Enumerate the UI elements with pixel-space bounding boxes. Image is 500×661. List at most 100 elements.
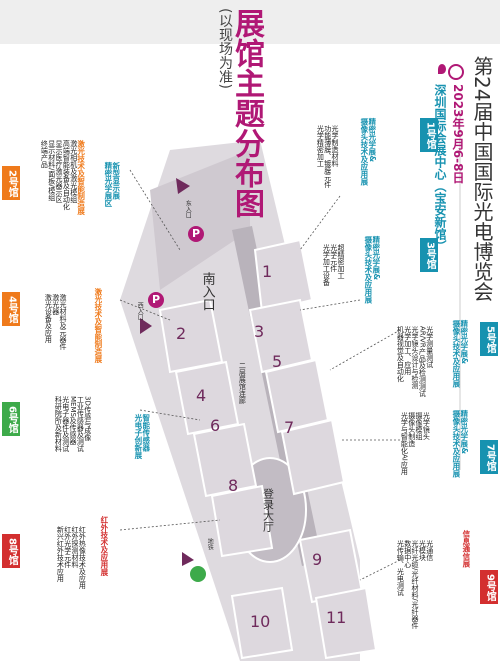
arrow-icon [182,552,194,566]
hall-8-item: 红外热像技术及应用 [78,526,87,589]
hall-tag-8[interactable]: 8号馆 [2,534,20,568]
hall-7-item: 摄像头制造 [407,412,416,447]
hall-6-theme-line2: 光电子创新展 [133,414,143,459]
hall-7-item: 光学与智能化AI应用 [400,412,409,475]
event-title: 第24届中国国际光电博览会 [470,56,494,302]
hall-5-item: 机器视觉及自动化 [396,326,405,382]
hall-5-theme-line1: 精密光学展& [459,320,469,365]
hall-1-item: 光学制造材料 [331,125,340,167]
hall-tag-3[interactable]: 3号馆 [420,238,438,272]
clock-icon [448,64,464,80]
hall-4-item: 激光设备及应用 [44,294,53,343]
hall-4-item: 激光器 [51,294,60,315]
hall-6-items: 3D传感与成像 工业传感器及测试 MEMS及传感器 光电子器件及测试 科研院所及… [54,396,91,452]
hall-1-theme-line1: 精密光学展& [367,118,377,163]
hall-tag-2[interactable]: 2号馆 [2,166,20,200]
hall-number-4[interactable]: 4 [196,386,207,405]
hall-tag-5[interactable]: 5号馆 [480,322,498,356]
entrance-wing [150,150,250,290]
event-venue: 深圳国际会展中心（宝安新馆） [433,84,447,252]
leader-line [299,195,341,251]
hall-tag-4[interactable]: 4号馆 [2,292,20,326]
hall-number-8[interactable]: 8 [228,476,239,495]
hall-6-item: 3D传感与成像 [83,396,92,441]
hall-9-item: 光通信 [425,540,434,561]
hall-9-theme: 信息通信展 [461,530,471,568]
hall-9-items: 光通信 光模块 光纤光缆/光纤材料/光纤器件 数据中心 光传输、光电测试 [396,540,433,629]
hall-6-item: 工业传感器及测试 [76,396,85,452]
hall-3-item: 光学加工设备 [322,244,331,286]
hall-6-theme: 智能传感器 光电子创新展 [133,414,151,459]
leader-line [359,559,401,581]
hall-9-item: 数据中心 [403,540,412,568]
hall-8-item: 新兴红外技术应用 [56,526,65,582]
gate-label-west: 西入口 [136,302,144,320]
hall-9-item: 光模块 [418,540,427,561]
hall-2-items: 激光技术及智能制造展 激光相机及激光模组 高端智能装备及自动化 显示医疗激光器示… [40,140,85,215]
hall-7-item: 摄像模组 [415,412,424,440]
hall-8-theme: 红外技术及应用展 [99,516,109,576]
hall-9-item: 光传输、光电测试 [396,540,405,596]
hall-8-theme-line1: 红外技术及应用展 [99,516,109,576]
hall-2-theme: 新型显示展 精密光学展区 [104,162,121,207]
hall-1-theme: 精密光学展& 摄像头技术及应用展 [359,118,377,186]
hall-4-theme-line1: 激光技术及智能制造展 [93,288,103,363]
hall-tag-6[interactable]: 6号馆 [2,402,20,436]
hall-5-items: 光学测量测试 AR/VR产品及检测测试 光学镜头设计与检测 光学加工、应用 机器… [396,326,433,397]
hall-tag-1[interactable]: 1号馆 [420,118,438,152]
hall-2-item: 终端产品 [40,140,49,168]
hall-number-5[interactable]: 5 [272,352,283,371]
hall-5-item: 光学测量测试 [425,326,434,368]
hall-1-items: 光学制造材料 功能薄膜、镀膜元件 光学精密加工 [316,125,340,188]
hall-5-theme-line2: 摄像头技术及应用展 [451,320,461,388]
hall-number-2[interactable]: 2 [176,324,187,343]
hall-3-item: 超精密加工 [337,244,346,279]
hall-tile [210,484,274,558]
hall-9-item: 光纤光缆/光纤材料/光纤器件 [411,540,420,629]
hall-2-item: 激光相机及激光模组 [69,140,78,203]
metro-label: 地铁 [206,538,214,550]
hall-1-theme-line2: 摄像头技术及应用展 [359,118,369,186]
hall-7-item: 光学镜头 [422,412,431,440]
hall-6-item: MEMS及传感器 [69,396,78,445]
hall-2-theme-line1: 新型显示展 [111,162,121,200]
hall-7-theme-line2: 摄像头技术及应用展 [451,410,461,478]
hall-9-theme-line1: 信息通信展 [461,530,471,568]
location-pin-icon [438,64,446,74]
hall-7-theme-line1: 精密光学展& [459,410,469,455]
hall-1-item: 功能薄膜、镀膜元件 [323,125,332,188]
event-date: 2023年9月6-8日 [451,84,465,184]
hall-5-item: AR/VR产品及检测测试 [418,326,427,397]
hall-7-theme: 精密光学展& 摄像头技术及应用展 [451,410,469,478]
arrow-icon [140,318,152,334]
south-entrance-label: 南入口 [199,272,215,311]
hall-number-7[interactable]: 7 [284,418,295,437]
parking-icon: P [148,292,164,308]
hall-1-item: 光学精密加工 [316,125,325,167]
hall-number-9[interactable]: 9 [312,550,323,569]
corridor-label: 二层展馆连廊 [238,362,247,404]
hall-tile [230,586,294,660]
hall-3-items: 超精密加工 光学元件 光学加工设备 [322,244,346,286]
hall-number-1[interactable]: 1 [262,262,273,281]
hall-2-item: 激光技术及智能制造展 [76,140,86,215]
leader-line [329,329,401,371]
leader-line [119,299,171,321]
hall-tile [280,418,346,496]
hall-number-11[interactable]: 11 [326,608,347,627]
hall-number-10[interactable]: 10 [250,612,271,631]
hall-6-item: 光电子器件及测试 [61,396,70,452]
hall-5-item: 光学镜头设计与检测 [411,326,420,389]
hall-4-theme: 激光技术及智能制造展 [93,288,103,363]
hall-tag-9[interactable]: 9号馆 [480,570,498,604]
hall-tile [253,238,314,314]
page-title: 展馆主题分布图 [229,8,264,218]
hall-5-theme: 精密光学展& 摄像头技术及应用展 [451,320,469,388]
hall-number-6[interactable]: 6 [210,416,221,435]
hall-4-items: 激光材料及元器件 激光器 激光设备及应用 [44,294,67,350]
hall-7-items: 光学镜头 摄像模组 摄像头制造 光学与智能化AI应用 [400,412,431,475]
hall-8-item: 红外探测材料 [71,526,80,568]
hall-tag-7[interactable]: 7号馆 [480,440,498,474]
hall-2-item: 显示医疗激光器示区 [55,140,64,203]
hall-number-3[interactable]: 3 [254,322,265,341]
